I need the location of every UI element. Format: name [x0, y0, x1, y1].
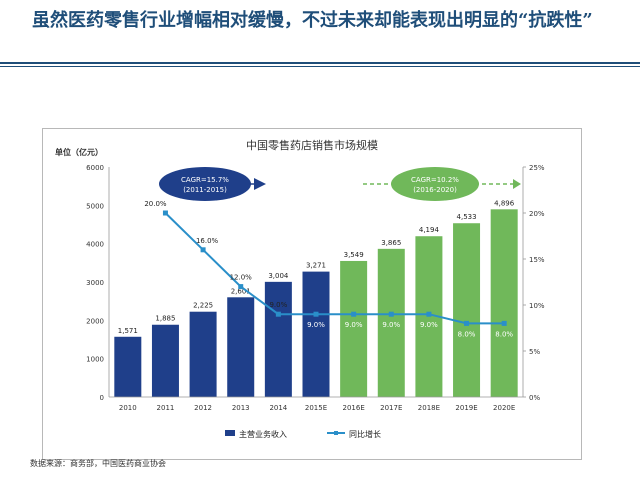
y-right-tick-label: 5%: [529, 348, 540, 356]
cagr-left-period: (2011-2015): [183, 186, 227, 194]
y-left-tick-label: 3000: [86, 279, 104, 287]
bar-value-label: 1,885: [155, 315, 175, 323]
growth-point: [351, 311, 357, 317]
source-note: 数据来源：商务部，中国医药商业协会: [30, 459, 166, 468]
bar-value-label: 4,533: [457, 213, 477, 221]
growth-label: 9.0%: [420, 321, 438, 329]
bar: [377, 248, 405, 397]
y-left-tick-label: 1000: [86, 356, 104, 364]
y-left-tick-label: 2000: [86, 317, 104, 325]
growth-label: 9.0%: [269, 301, 287, 309]
growth-point: [501, 320, 507, 326]
legend-line-marker: [334, 431, 338, 435]
growth-label: 16.0%: [196, 237, 219, 245]
growth-point: [275, 311, 281, 317]
growth-line-series: [162, 210, 507, 326]
bar-value-label: 4,194: [419, 226, 440, 234]
legend-line-label: 同比增长: [349, 429, 381, 439]
bar: [340, 260, 368, 397]
growth-label: 8.0%: [495, 330, 513, 338]
chart-title: 中国零售药店销售市场规模: [246, 138, 378, 152]
axes: 0 1000 2000 3000 4000 5000 6000 0% 5% 10% 15% 20% 25…: [86, 164, 545, 412]
growth-label: 12.0%: [230, 274, 253, 282]
bar: [114, 336, 142, 397]
y-right-tick-label: 15%: [529, 256, 545, 264]
growth-line: [164, 212, 505, 325]
cagr-right-period: (2016-2020): [413, 186, 457, 194]
growth-label: 9.0%: [307, 321, 325, 329]
chart: 中国零售药店销售市场规模 单位（亿元） 1,571 1,885 2,225 2,601…: [55, 138, 545, 439]
growth-point: [162, 210, 168, 216]
growth-label: 20.0%: [144, 200, 167, 208]
x-tick-label: 2019E: [455, 404, 477, 412]
cagr-badge-right: [391, 167, 479, 201]
cagr-right-rate: CAGR=10.2%: [411, 176, 459, 184]
growth-point: [464, 320, 470, 326]
growth-point: [313, 311, 319, 317]
y-left-tick-label: 0: [100, 394, 104, 402]
title-divider: [0, 62, 640, 64]
x-tick-label: 2016E: [343, 404, 365, 412]
growth-point: [388, 311, 394, 317]
growth-point: [426, 311, 432, 317]
bar: [189, 311, 217, 397]
x-tick-label: 2014: [269, 404, 287, 412]
title-divider-thin: [0, 66, 640, 67]
x-tick-label: 2015E: [305, 404, 327, 412]
bar: [490, 209, 518, 397]
y-left-tick-label: 6000: [86, 164, 104, 172]
x-tick-label: 2011: [157, 404, 175, 412]
x-tick-label: 2012: [194, 404, 212, 412]
x-tick-label: 2010: [119, 404, 137, 412]
y-right-tick-label: 25%: [529, 164, 545, 172]
y-axis-label: 单位（亿元）: [55, 147, 103, 157]
bar: [264, 281, 292, 397]
growth-label: 9.0%: [382, 321, 400, 329]
growth-point: [238, 284, 244, 290]
cagr-arrow-right-head: [513, 179, 521, 189]
growth-label: 8.0%: [458, 330, 476, 338]
cagr-badge-left: [159, 167, 251, 201]
y-right-tick-label: 10%: [529, 302, 545, 310]
bar: [151, 324, 179, 397]
x-tick-label: 2017E: [380, 404, 402, 412]
bar-value-label: 1,571: [118, 327, 138, 335]
bar-value-label: 3,865: [381, 239, 401, 247]
bar-value-label: 3,271: [306, 262, 326, 270]
y-left-tick-label: 4000: [86, 241, 104, 249]
bar-value-label: 2,225: [193, 302, 213, 310]
legend-bar-label: 主营业务收入: [239, 429, 287, 439]
y-right-tick-label: 20%: [529, 210, 545, 218]
y-right-tick-label: 0%: [529, 394, 540, 402]
bar-value-label: 3,549: [344, 251, 364, 259]
bar-value-label: 2,601: [231, 287, 251, 295]
cagr-annotations: CAGR=15.7% (2011-2015) CAGR=10.2% (2016-202…: [159, 167, 521, 201]
bar-value-label: 4,896: [494, 199, 515, 207]
bar: [227, 297, 255, 397]
x-tick-label: 2013: [232, 404, 250, 412]
growth-labels: 20.0% 16.0% 12.0% 9.0% 9.0% 9.0% 9.0% 9.0% 8.0% 8…: [144, 200, 513, 338]
bar-value-label: 3,004: [268, 272, 289, 280]
growth-point: [200, 247, 206, 253]
chart-frame: 中国零售药店销售市场规模 单位（亿元） 1,571 1,885 2,225 2,601…: [42, 128, 582, 460]
bar: [302, 271, 330, 397]
legend-bar-swatch: [225, 430, 235, 436]
legend: 主营业务收入 同比增长: [225, 429, 381, 439]
bar-labels: 1,571 1,885 2,225 2,601 3,004 3,271 3,549 3,865…: [118, 199, 515, 334]
x-tick-label: 2018E: [418, 404, 440, 412]
slide-title: 虽然医药零售行业增幅相对缓慢，不过未来却能表现出明显的“抗跌性”: [32, 10, 593, 31]
cagr-left-rate: CAGR=15.7%: [181, 176, 229, 184]
bar: [453, 223, 481, 397]
growth-label: 9.0%: [345, 321, 363, 329]
y-left-tick-label: 5000: [86, 202, 104, 210]
bar-series: [114, 209, 518, 397]
x-tick-label: 2020E: [493, 404, 515, 412]
